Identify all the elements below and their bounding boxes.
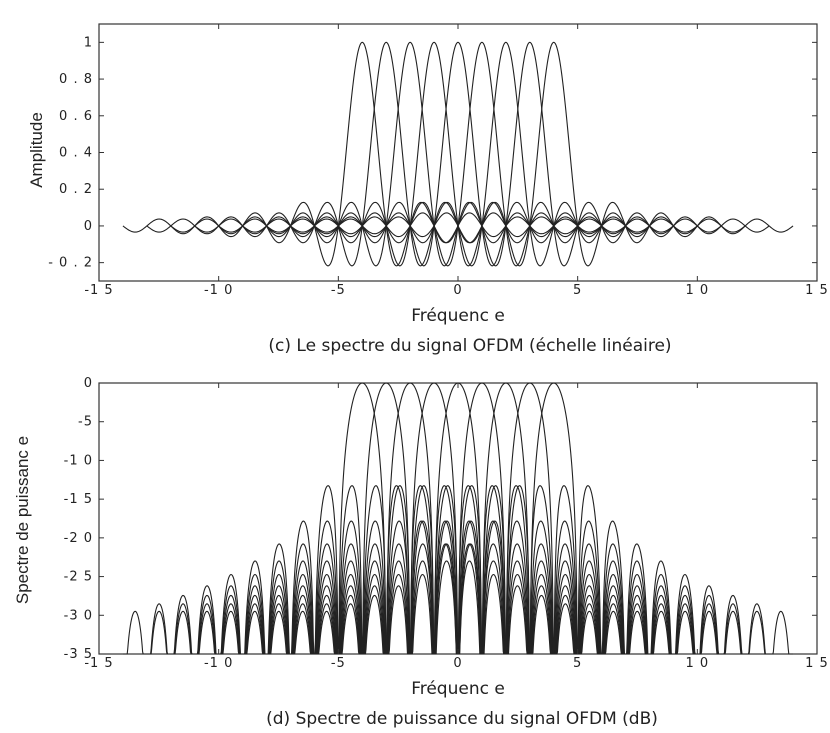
power-y-tick-label: -5 bbox=[78, 415, 93, 430]
linear-y-axis-label: Amplitude bbox=[27, 112, 46, 188]
power-subcarrier-curve-1 bbox=[146, 382, 626, 655]
power-subcarrier-curve-7 bbox=[290, 382, 770, 655]
linear-subcarrier-curve-2 bbox=[170, 41, 650, 267]
linear-x-tick-label: 1 5 bbox=[805, 283, 829, 298]
linear-subcarrier-curve-5 bbox=[242, 41, 722, 267]
linear-x-tick-label: 1 0 bbox=[685, 283, 709, 298]
power-x-tick-label: 5 bbox=[573, 656, 582, 671]
linear-subcarrier-curve-8 bbox=[314, 41, 794, 267]
power-spectrum-panel: -1 5 -1 0 -5 0 5 1 0 1 5 0 -5 -1 0 -1 5 -2 0 -2 5 -3 … bbox=[13, 376, 829, 729]
power-caption: (d) Spectre de puissance du signal OFDM … bbox=[266, 709, 658, 729]
linear-x-tick-label: 0 bbox=[453, 283, 462, 298]
power-y-tick-label: 0 bbox=[84, 376, 93, 391]
linear-x-tick-label: -1 0 bbox=[204, 283, 233, 298]
power-x-tick-label: 0 bbox=[453, 656, 462, 671]
linear-y-tick-label: 0 . 2 bbox=[59, 182, 93, 197]
linear-x-tick-label: -1 5 bbox=[84, 283, 113, 298]
linear-spectrum-panel: -1 5 -1 0 -5 0 5 1 0 1 5 - 0 . 2 0 0 . 2 0 . 4 0 . … bbox=[27, 23, 829, 356]
power-subcarrier-curve-4 bbox=[218, 382, 698, 655]
linear-y-tick-label: 1 bbox=[84, 35, 93, 50]
linear-subcarrier-curve-4 bbox=[218, 41, 698, 267]
power-y-tick-label: -3 5 bbox=[64, 647, 93, 662]
power-subcarrier-curve-6 bbox=[266, 382, 746, 655]
power-x-axis-label: Fréquenc e bbox=[411, 679, 505, 699]
power-x-tick-label: -5 bbox=[331, 656, 346, 671]
linear-x-tick-label: 5 bbox=[573, 283, 582, 298]
power-x-tick-label: 1 0 bbox=[685, 656, 709, 671]
linear-subcarrier-curve-1 bbox=[146, 41, 626, 267]
power-plot-frame bbox=[98, 382, 818, 655]
linear-y-tick-label: 0 . 6 bbox=[59, 109, 93, 124]
linear-curves bbox=[122, 41, 794, 267]
power-curves bbox=[122, 382, 794, 655]
linear-subcarrier-curve-0 bbox=[122, 41, 602, 267]
power-y-tick-label: -3 0 bbox=[64, 608, 93, 623]
linear-y-tick-label: 0 . 8 bbox=[59, 72, 93, 87]
power-subcarrier-curve-0 bbox=[122, 382, 602, 655]
linear-subcarrier-curve-7 bbox=[290, 41, 770, 267]
linear-subcarrier-curve-6 bbox=[266, 41, 746, 267]
power-subcarrier-curve-5 bbox=[242, 382, 722, 655]
power-x-tick-label: -1 5 bbox=[84, 656, 113, 671]
power-subcarrier-curve-2 bbox=[170, 382, 650, 655]
power-subcarrier-curve-8 bbox=[314, 382, 794, 655]
linear-y-tick-label: - 0 . 2 bbox=[48, 256, 93, 271]
power-x-tick-label: -1 0 bbox=[204, 656, 233, 671]
power-subcarrier-curve-3 bbox=[194, 382, 674, 655]
linear-caption: (c) Le spectre du signal OFDM (échelle l… bbox=[268, 336, 671, 356]
linear-ticks: -1 5 -1 0 -5 0 5 1 0 1 5 - 0 . 2 0 0 . 2 0 . 4 0 . … bbox=[48, 24, 829, 298]
linear-y-tick-label: 0 . 4 bbox=[59, 146, 93, 161]
power-ticks: -1 5 -1 0 -5 0 5 1 0 1 5 0 -5 -1 0 -1 5 -2 0 -2 5 -3 … bbox=[64, 376, 829, 671]
linear-plot-frame bbox=[98, 23, 818, 282]
power-y-tick-label: -2 5 bbox=[64, 570, 93, 585]
linear-x-tick-label: -5 bbox=[331, 283, 346, 298]
linear-subcarrier-curve-3 bbox=[194, 41, 674, 267]
linear-x-axis-label: Fréquenc e bbox=[411, 306, 505, 326]
power-y-tick-label: -1 0 bbox=[64, 453, 93, 468]
power-y-axis-label: Spectre de puissanc e bbox=[13, 436, 32, 604]
linear-y-tick-label: 0 bbox=[84, 219, 93, 234]
power-y-tick-label: -1 5 bbox=[64, 492, 93, 507]
power-y-tick-label: -2 0 bbox=[64, 531, 93, 546]
power-x-tick-label: 1 5 bbox=[805, 656, 829, 671]
